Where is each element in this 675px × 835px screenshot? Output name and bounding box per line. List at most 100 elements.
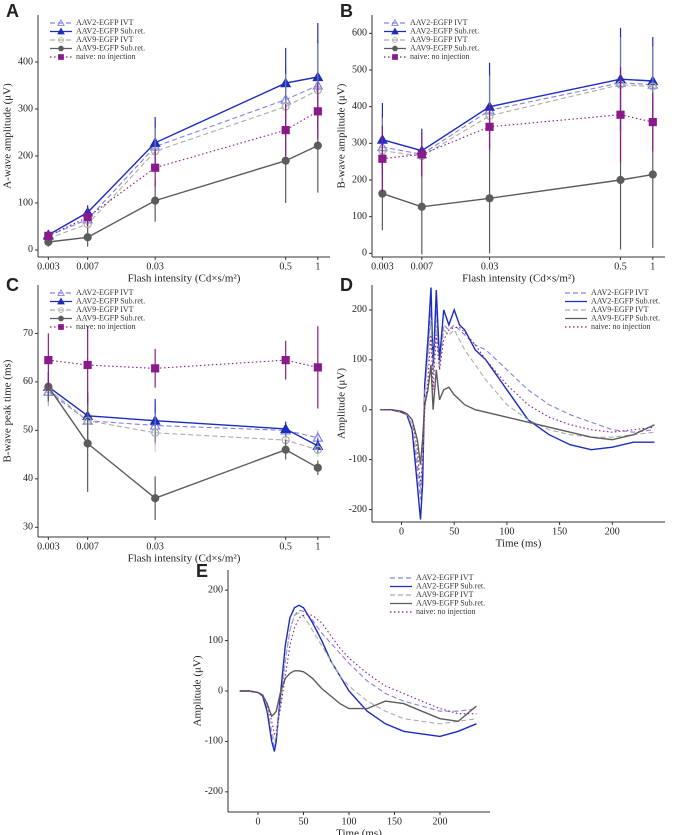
x-tick-label: 150 [552, 526, 567, 537]
series-line [48, 89, 319, 239]
x-axis-label: Flash intensity (Cd×s/m²) [128, 273, 241, 285]
data-point [378, 154, 387, 163]
x-tick-label: 0.007 [411, 261, 434, 272]
y-tick-label: -100 [349, 454, 367, 465]
data-point [281, 356, 290, 365]
x-axis-label: Time (ms) [496, 538, 542, 550]
data-point [616, 175, 625, 185]
legend-label: naive: no injection [416, 607, 476, 616]
x-tick-label: 1 [315, 541, 320, 552]
legend-label: AAV9-EGFP IVT [416, 590, 474, 599]
y-tick-label: 200 [18, 150, 33, 161]
data-point [648, 117, 657, 127]
panel: B 0 100 200 300 400 500 600 0.003 0.007 0.03 0.5 1 Fl… [336, 1, 665, 285]
y-tick-label: 600 [352, 28, 367, 39]
series-line [48, 110, 319, 237]
y-tick-label: 0 [218, 685, 223, 696]
data-point [83, 360, 92, 370]
data-point [83, 212, 92, 222]
legend-label: AAV9-EGFP IVT [591, 305, 649, 314]
x-axis-label: Flash intensity (Cd×s/m²) [462, 273, 575, 285]
legend-marker [392, 45, 398, 52]
panel-label: B [340, 1, 353, 21]
series-line [48, 388, 318, 451]
data-point [417, 202, 426, 211]
legend-label: AAV2-EGFP Sub.ret. [410, 26, 479, 35]
legend-label: naive: no injection [76, 322, 136, 331]
x-tick-label: 150 [387, 816, 402, 827]
y-axis-label: Amplitude (μV) [336, 368, 348, 439]
data-point [151, 494, 160, 503]
y-tick-label: -200 [205, 786, 223, 797]
y-tick-label: 400 [352, 101, 367, 112]
legend-label: AAV9-EGFP Sub.ret. [416, 598, 485, 607]
x-tick-label: 100 [499, 526, 514, 537]
data-point [151, 196, 160, 205]
y-tick-label: 100 [18, 197, 33, 208]
y-tick-label: 30 [23, 522, 33, 533]
x-tick-label: 0.007 [76, 541, 99, 552]
data-point [44, 231, 53, 240]
y-axis-label: B-wave amplitude (μV) [336, 83, 348, 188]
legend-label: AAV2-EGFP Sub.ret. [76, 296, 145, 305]
legend-label: AAV2-EGFP IVT [76, 18, 134, 27]
legend-marker [57, 297, 65, 305]
data-point [485, 122, 494, 131]
series-line [239, 609, 477, 747]
panel-label: E [196, 561, 208, 581]
data-point [151, 364, 160, 373]
legend-label: AAV9-EGFP Sub.ret. [591, 313, 660, 322]
y-tick-label: -200 [349, 504, 367, 515]
y-axis-label: A-wave amplitude (μV) [2, 83, 14, 189]
data-point [83, 233, 92, 242]
data-point [280, 423, 292, 434]
legend-label: AAV2-EGFP IVT [410, 18, 468, 27]
series-line [48, 359, 318, 369]
y-tick-label: 200 [208, 584, 223, 595]
x-tick-label: 0.5 [279, 261, 292, 272]
series-line [382, 82, 653, 155]
legend-marker [58, 45, 64, 52]
y-tick-label: 400 [18, 56, 33, 67]
panel: C 30 40 50 60 70 0.003 0.007 0.03 0.5 1 Flash inten… [2, 275, 330, 565]
x-axis-label: Flash intensity (Cd×s/m²) [128, 553, 241, 565]
data-point [281, 445, 290, 454]
data-point [313, 107, 322, 116]
legend-marker [392, 54, 398, 60]
y-tick-label: -100 [205, 736, 223, 747]
series-line [239, 604, 477, 752]
y-tick-label: 100 [352, 211, 367, 222]
x-tick-label: 0.007 [76, 261, 99, 272]
x-tick-label: 0 [256, 816, 261, 827]
panel-label: D [340, 275, 353, 295]
y-tick-label: 500 [352, 64, 367, 75]
panel: A 0 100 200 300 400 0.003 0.007 0.03 0.5 1 Flash in… [2, 1, 330, 285]
y-axis-label: B-wave peak time (ms) [2, 359, 14, 462]
series-line [239, 612, 477, 744]
x-tick-label: 0.5 [279, 541, 292, 552]
series-line [239, 613, 477, 736]
series-line [380, 319, 655, 490]
data-point [485, 194, 494, 203]
data-point [281, 156, 290, 165]
y-tick-label: 40 [23, 473, 33, 484]
panel: D -200 -100 0 100 200 0 50 100 150 200 Time (ms) Amp… [336, 275, 665, 550]
x-tick-label: 0.003 [371, 261, 394, 272]
legend-marker [57, 27, 65, 35]
y-tick-label: 200 [352, 304, 367, 315]
x-tick-label: 50 [449, 526, 459, 537]
legend-label: AAV2-EGFP Sub.ret. [416, 581, 485, 590]
y-axis-label: Amplitude (μV) [192, 655, 204, 726]
data-point [313, 141, 322, 150]
legend-label: naive: no injection [76, 52, 136, 61]
legend-marker [58, 324, 64, 330]
y-tick-label: 300 [18, 103, 33, 114]
legend-marker [57, 288, 65, 296]
legend-marker [57, 18, 65, 26]
series-line [382, 173, 653, 208]
legend-label: AAV9-EGFP Sub.ret. [410, 43, 479, 52]
y-tick-label: 0 [362, 248, 367, 259]
series-line [380, 364, 655, 465]
data-point [648, 82, 657, 91]
